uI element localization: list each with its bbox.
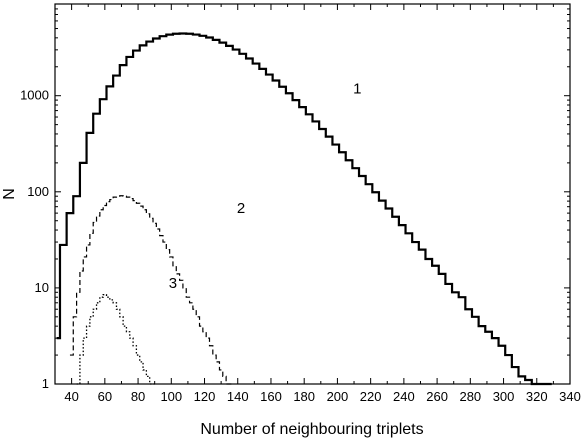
series-3-label: 3 <box>169 275 177 292</box>
x-tick-label: 60 <box>98 389 112 404</box>
x-axis-title: Number of neighbouring triplets <box>200 421 423 438</box>
x-tick-label: 220 <box>360 389 382 404</box>
x-tick-label: 80 <box>131 389 145 404</box>
x-tick-label: 140 <box>227 389 249 404</box>
plot-frame <box>54 3 571 385</box>
x-tick-label: 340 <box>559 389 581 404</box>
x-tick-label: 300 <box>493 389 515 404</box>
y-tick-label: 100 <box>27 184 49 199</box>
series-2-label: 2 <box>237 200 245 217</box>
x-tick-label: 320 <box>526 389 548 404</box>
x-tick-label: 180 <box>293 389 315 404</box>
y-axis-ticks: 1 10 100 1000 <box>20 3 570 391</box>
y-tick-label: 1000 <box>20 88 49 103</box>
x-tick-label: 160 <box>260 389 282 404</box>
x-tick-label: 100 <box>160 389 182 404</box>
series-3-line <box>76 294 157 385</box>
x-tick-label: 260 <box>426 389 448 404</box>
x-tick-label: 40 <box>64 389 78 404</box>
x-tick-label: 120 <box>194 389 216 404</box>
series-2-line <box>69 195 233 385</box>
series-layer: 1 2 3 <box>56 32 552 386</box>
x-tick-label: 280 <box>459 389 481 404</box>
x-tick-label: 200 <box>327 389 349 404</box>
y-tick-label: 10 <box>35 280 49 295</box>
series-1-label: 1 <box>353 81 361 98</box>
y-axis-title: N <box>1 188 18 200</box>
series-1-line <box>56 32 552 386</box>
x-axis-ticks: 40 60 80 100 120 140 160 180 200 220 240 260 280 300 3… <box>54 4 581 404</box>
x-tick-label: 240 <box>393 389 415 404</box>
y-tick-label: 1 <box>42 376 49 391</box>
